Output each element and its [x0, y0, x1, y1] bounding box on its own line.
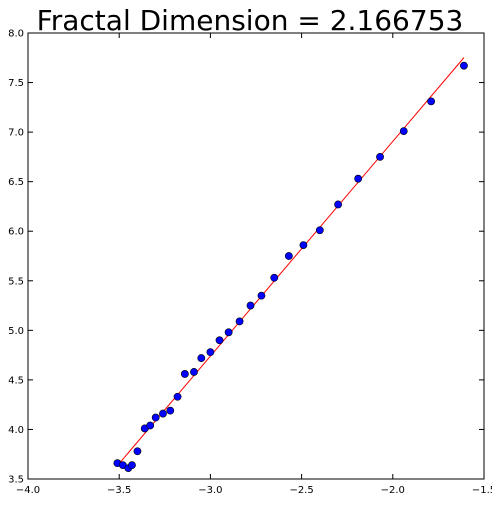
y-tick-label: 7.5: [8, 78, 24, 89]
y-tick-label: 6.5: [8, 177, 24, 188]
data-point: [299, 241, 308, 249]
fit-line: [116, 57, 465, 466]
data-point: [180, 370, 189, 378]
data-point: [206, 348, 215, 357]
y-tick-label: 5.0: [8, 326, 24, 337]
data-point: [399, 127, 408, 136]
data-point: [133, 447, 142, 456]
x-tick-label: −2.0: [381, 485, 405, 496]
data-point: [460, 61, 468, 70]
data-point: [190, 368, 198, 376]
data-point: [427, 97, 436, 106]
data-point: [315, 226, 324, 235]
x-tick-label: −4.0: [16, 485, 40, 496]
data-point: [235, 317, 244, 326]
chart-title: Fractal Dimension = 2.166753: [37, 4, 464, 37]
data-point: [166, 406, 175, 415]
data-point: [215, 336, 224, 345]
data-point: [257, 291, 266, 300]
x-tick-label: −3.0: [198, 485, 222, 496]
data-point: [197, 354, 206, 362]
y-tick-label: 6.0: [8, 227, 24, 238]
data-point: [334, 200, 342, 209]
y-tick-label: 5.5: [8, 276, 24, 287]
data-point: [270, 273, 279, 282]
data-point: [246, 301, 255, 310]
data-point: [354, 174, 363, 183]
data-point: [376, 152, 384, 161]
y-tick-label: 4.5: [8, 375, 24, 386]
data-point: [159, 409, 167, 418]
data-point: [128, 461, 136, 470]
y-tick-label: 4.0: [8, 425, 24, 436]
x-tick-label: −1.5: [472, 485, 492, 496]
data-point: [151, 413, 160, 422]
x-tick-label: −2.5: [289, 485, 313, 496]
data-point: [146, 421, 155, 430]
x-tick-label: −3.5: [107, 485, 131, 496]
data-point: [224, 328, 233, 337]
plot-frame: [27, 32, 485, 480]
data-point: [284, 252, 293, 260]
y-tick-label: 8.0: [8, 29, 24, 40]
y-tick-label: 3.5: [8, 475, 24, 486]
plot-layer: −4.0 −3.5 −3.0 −2.5 −2.0 −1.5 3.5 4.0 4.5 5.0 5.5 6…: [8, 29, 492, 497]
data-point: [173, 392, 182, 401]
y-tick-label: 7.0: [8, 128, 24, 139]
